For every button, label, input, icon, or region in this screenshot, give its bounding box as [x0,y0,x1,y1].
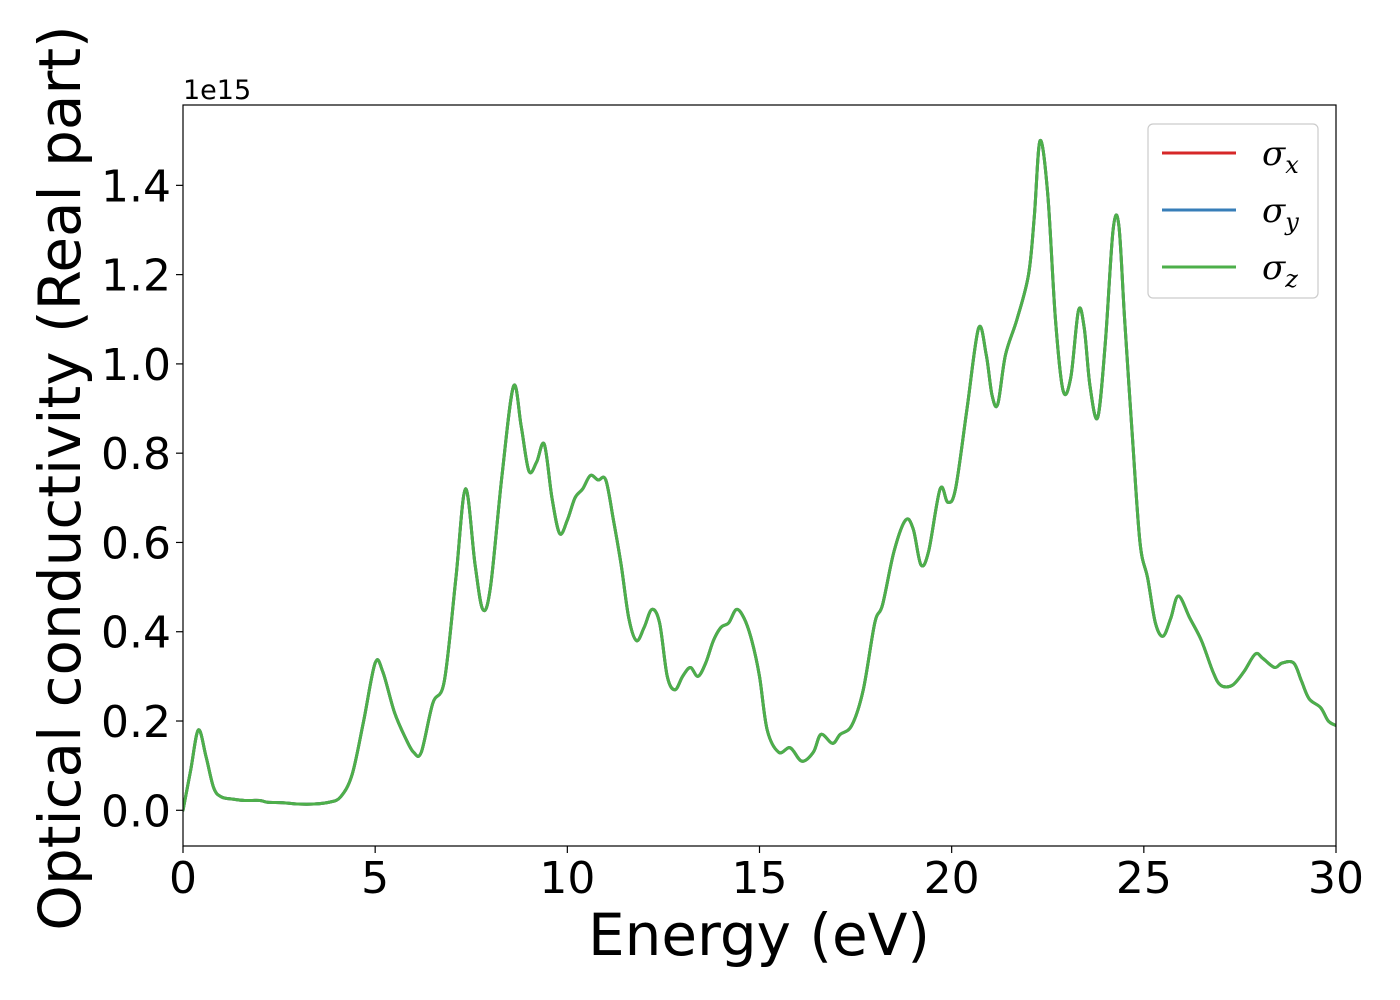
y-tick-label: 0.8 [101,429,171,480]
legend: σx σy σz [1147,123,1319,299]
x-tick-label: 10 [539,853,595,904]
plot-area [182,104,1337,847]
y-tick-label: 0.4 [101,608,171,659]
y-tick-label: 0.2 [101,697,171,748]
x-tick-label: 30 [1308,853,1364,904]
x-tick-label: 15 [732,853,788,904]
y-tick-label: 1.2 [101,251,171,302]
legend-label-z: σz [1262,248,1298,293]
y-tick-label: 1.4 [101,161,171,212]
series-line-z [183,139,1336,812]
x-tick-label: 5 [361,853,389,904]
x-axis: 0 5 10 15 20 25 30 [169,846,1364,904]
y-axis: 0.0 0.2 0.4 0.6 0.8 1.0 1.2 1.4 [101,161,183,837]
legend-label-y: σy [1262,191,1299,236]
y-tick-label: 1.0 [101,340,171,391]
y-tick-label: 0.0 [101,786,171,837]
x-tick-label: 0 [169,853,197,904]
y-tick-label: 0.6 [101,518,171,569]
x-axis-label: Energy (eV) [588,901,930,969]
x-tick-label: 25 [1116,853,1172,904]
y-axis-label: Optical conductivity (Real part) [26,25,94,930]
series-layer [183,139,1336,812]
y-offset-label: 1e15 [183,75,251,106]
x-tick-label: 20 [924,853,980,904]
legend-label-x: σx [1262,134,1299,179]
